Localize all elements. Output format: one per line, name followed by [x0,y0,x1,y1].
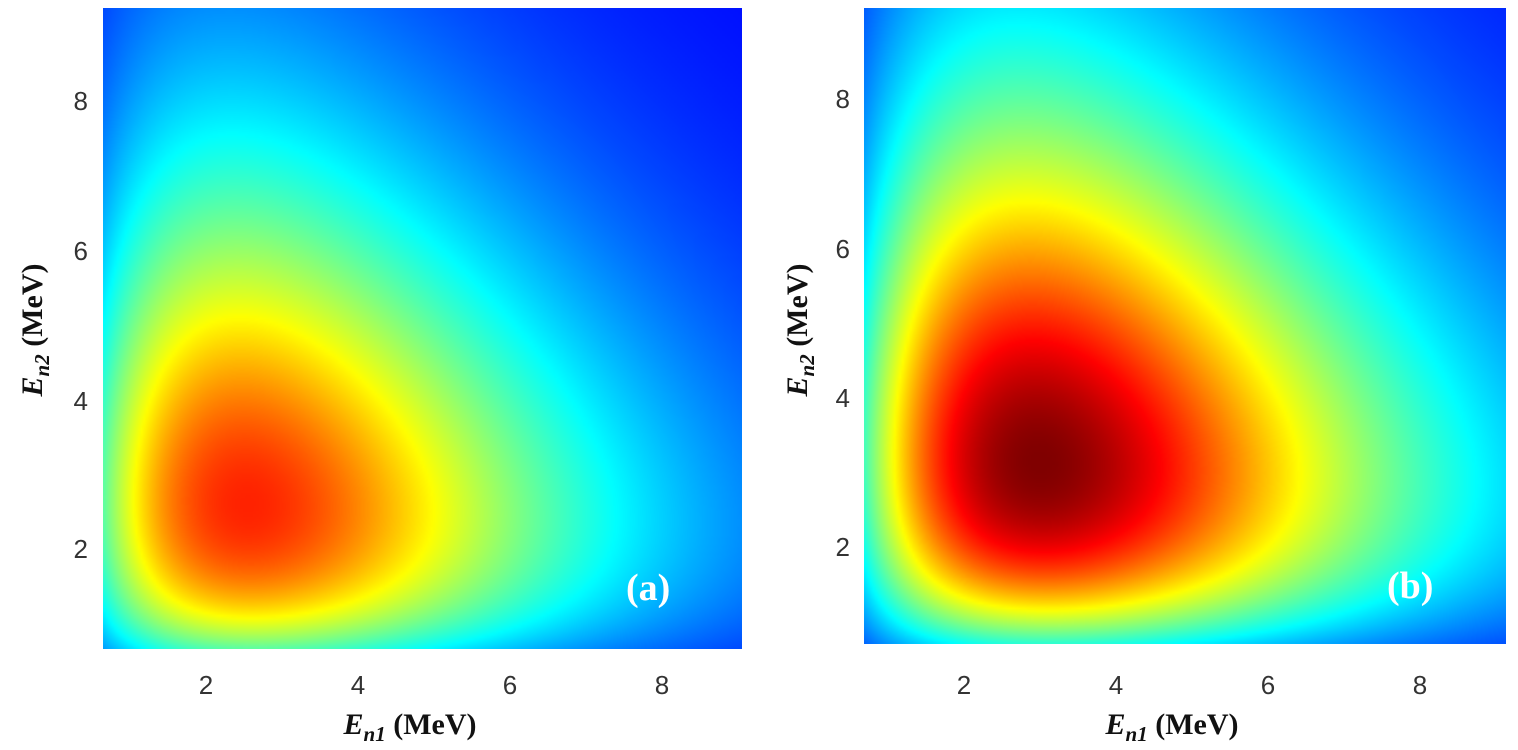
heatmap-a-xticks: 2 4 6 8 [199,670,669,700]
x-tick-label: 2 [957,670,971,700]
heatmap-b-svg: 2 4 6 8 2 4 6 8 En1 (MeV) En2 (MeV) (b) [781,8,1506,746]
y-tick-label: 8 [74,86,88,116]
y-tick-label: 6 [74,236,88,266]
y-tick-label: 2 [836,532,850,562]
heatmap-panel-b: 2 4 6 8 2 4 6 8 En1 (MeV) En2 (MeV) (b) [759,0,1518,750]
y-tick-label: 4 [74,386,88,416]
heatmap-a-image [103,8,742,649]
heatmap-b-image [864,8,1506,644]
y-tick-label: 6 [836,234,850,264]
x-tick-label: 8 [1413,670,1427,700]
heatmap-a-plot-area [103,8,742,649]
y-tick-label: 2 [74,534,88,564]
x-tick-label: 6 [503,670,517,700]
x-tick-label: 2 [199,670,213,700]
heatmap-panel-a: 2 4 6 8 2 4 6 8 En1 (MeV) En2 (MeV) (a) [16,8,742,746]
heatmap-a-panel-label: (a) [626,567,670,609]
heatmap-a-svg: 2 4 6 8 2 4 6 8 En1 (MeV) En2 (MeV) (a) [16,8,742,746]
heatmap-b-ylabel: En2 (MeV) [781,264,819,398]
y-tick-label: 4 [836,383,850,413]
y-tick-label: 8 [836,84,850,114]
heatmap-a-xlabel: En1 (MeV) [343,708,477,746]
x-tick-label: 8 [655,670,669,700]
x-tick-label: 4 [1109,670,1123,700]
heatmap-b-yticks: 2 4 6 8 [836,84,850,562]
heatmap-b-xticks: 2 4 6 8 [957,670,1427,700]
x-tick-label: 6 [1261,670,1275,700]
heatmap-a-ylabel: En2 (MeV) [16,264,54,398]
heatmap-b-xlabel: En1 (MeV) [1105,708,1239,746]
x-tick-label: 4 [351,670,365,700]
heatmap-b-panel-label: (b) [1387,565,1433,607]
heatmap-a-yticks: 2 4 6 8 [74,86,88,564]
heatmap-b-plot-area [864,8,1506,644]
